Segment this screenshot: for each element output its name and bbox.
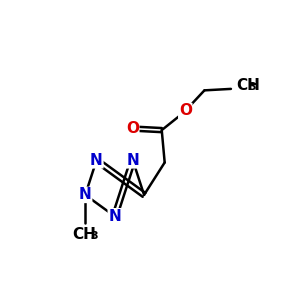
Text: O: O — [126, 121, 139, 136]
Text: 3: 3 — [249, 82, 256, 92]
Text: CH: CH — [72, 226, 96, 242]
Text: 3: 3 — [90, 231, 98, 241]
Text: N: N — [108, 209, 121, 224]
Text: N: N — [90, 153, 103, 168]
Text: N: N — [79, 188, 92, 202]
Text: O: O — [179, 103, 192, 118]
Text: CH: CH — [236, 78, 260, 93]
Text: N: N — [127, 153, 139, 168]
